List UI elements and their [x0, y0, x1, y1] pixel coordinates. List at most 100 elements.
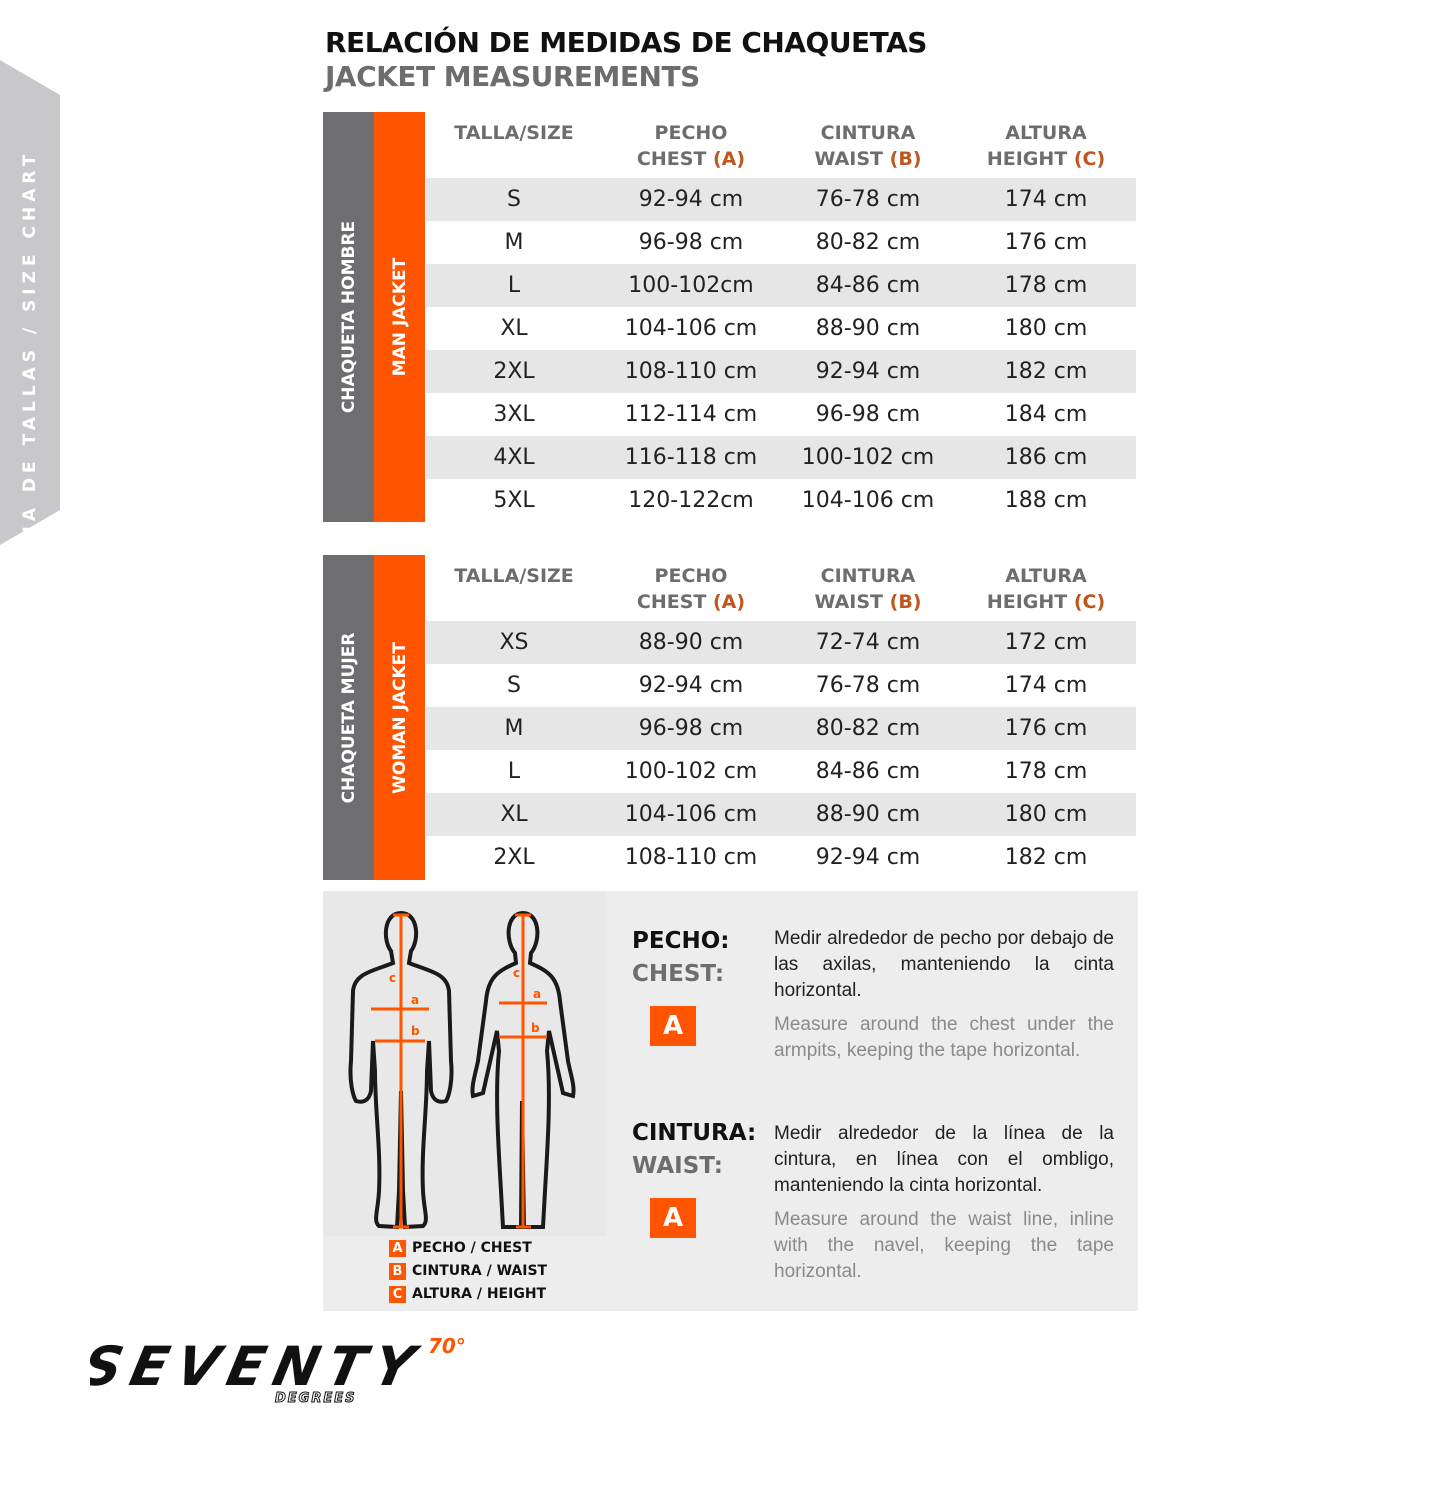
- column-header-text: PECHO: [654, 565, 728, 587]
- body-figures: c a b c a b: [323, 891, 606, 1236]
- page-subtitle: JACKET MEASUREMENTS: [325, 60, 700, 93]
- column-header-text: (C): [1073, 591, 1106, 613]
- cell-size: L: [507, 273, 521, 298]
- waist-text-en: Measure around the waist line, inline wi…: [774, 1209, 1114, 1282]
- man-measure-lines: [371, 913, 429, 1229]
- table-row: XL 104-106 cm 88-90 cm 180 cm: [426, 307, 1136, 350]
- cell-waist: 80-82 cm: [815, 716, 921, 741]
- legend-item-chest: A PECHO / CHEST: [389, 1238, 532, 1258]
- brand-logo: SEVENTY DEGREES 70°: [77, 1334, 470, 1409]
- column-header-text: TALLA/SIZE: [454, 565, 574, 587]
- man-size-table: CHAQUETA HOMBRE MAN JACKET TALLA/SIZE PEC…: [323, 112, 1136, 522]
- chest-label-en: CHEST:: [632, 961, 725, 987]
- legend-badge: A: [389, 1239, 406, 1257]
- cell-waist: 84-86 cm: [815, 273, 921, 298]
- column-header-text: TALLA/SIZE: [454, 122, 574, 144]
- cell-size: S: [507, 187, 521, 212]
- mark-a-man: a: [411, 993, 420, 1007]
- column-header-text: CINTURA: [820, 565, 916, 587]
- cell-size: XS: [499, 630, 529, 655]
- legend-badge: B: [389, 1262, 406, 1280]
- mark-a-woman: a: [533, 987, 542, 1001]
- table-row: 2XL 108-110 cm 92-94 cm 182 cm: [426, 350, 1136, 393]
- cell-size: L: [507, 759, 521, 784]
- waist-text-es: Medir alrededor de la línea de la cintur…: [774, 1123, 1114, 1196]
- table-row: S 92-94 cm 76-78 cm 174 cm: [426, 178, 1136, 221]
- column-header-text: (A): [713, 148, 746, 170]
- waist-badge: A: [650, 1198, 696, 1238]
- table-row: L 100-102 cm 84-86 cm 178 cm: [426, 750, 1136, 793]
- cell-height: 188 cm: [1004, 488, 1088, 513]
- cell-waist: 104-106 cm: [801, 488, 935, 513]
- logo-subtext: DEGREES: [275, 1391, 356, 1405]
- cell-height: 186 cm: [1004, 445, 1088, 470]
- cell-chest: 112-114 cm: [624, 402, 758, 427]
- column-header-waist: CINTURA WAIST (B): [780, 120, 957, 172]
- cell-size: XL: [500, 316, 528, 341]
- column-header-chest: PECHO CHEST (A): [603, 563, 780, 615]
- group-label-en: MAN JACKET: [389, 257, 410, 377]
- cell-chest: 104-106 cm: [624, 802, 758, 827]
- group-label-bar-accent: MAN JACKET: [374, 112, 425, 522]
- chest-label-es: PECHO:: [632, 928, 730, 954]
- group-label-bar-accent: WOMAN JACKET: [374, 555, 425, 880]
- waist-instructions: Medir alrededor de la línea de la cintur…: [774, 1121, 1114, 1285]
- cell-height: 176 cm: [1004, 716, 1088, 741]
- cell-height: 174 cm: [1004, 187, 1088, 212]
- cell-waist: 92-94 cm: [815, 845, 921, 870]
- table-row: 5XL 120-122cm 104-106 cm 188 cm: [426, 479, 1136, 522]
- cell-size: 2XL: [493, 845, 535, 870]
- table-header: TALLA/SIZE PECHO CHEST (A) CINTURA WAIST (B)…: [426, 555, 1136, 621]
- cell-chest: 100-102 cm: [624, 759, 758, 784]
- waist-label: CINTURA: WAIST:: [632, 1117, 756, 1183]
- cell-size: 4XL: [493, 445, 535, 470]
- seventy-degrees-logo: SEVENTY DEGREES 70°: [77, 1334, 466, 1407]
- side-tab-label: GUIA DE TALLAS / SIZE CHART: [20, 149, 40, 571]
- cell-chest: 88-90 cm: [638, 630, 744, 655]
- column-header-text: WAIST: [814, 591, 884, 613]
- legend-label: PECHO / CHEST: [412, 1240, 532, 1256]
- cell-chest: 120-122cm: [628, 488, 754, 513]
- column-header-text: HEIGHT: [986, 148, 1068, 170]
- cell-size: XL: [500, 802, 528, 827]
- column-header-text: WAIST: [814, 148, 884, 170]
- group-label-es: CHAQUETA HOMBRE: [338, 220, 359, 414]
- column-header-text: (B): [889, 591, 922, 613]
- table-header: TALLA/SIZE PECHO CHEST (A) CINTURA WAIST (B)…: [426, 112, 1136, 178]
- cell-chest: 92-94 cm: [638, 673, 744, 698]
- mark-c-woman: c: [513, 966, 521, 980]
- cell-waist: 100-102 cm: [801, 445, 935, 470]
- cell-height: 180 cm: [1004, 316, 1088, 341]
- column-header-size: TALLA/SIZE: [426, 120, 603, 146]
- mark-b-man: b: [411, 1024, 420, 1038]
- cell-height: 182 cm: [1004, 845, 1088, 870]
- cell-size: 2XL: [493, 359, 535, 384]
- cell-chest: 96-98 cm: [638, 716, 744, 741]
- cell-waist: 92-94 cm: [815, 359, 921, 384]
- table-row: 3XL 112-114 cm 96-98 cm 184 cm: [426, 393, 1136, 436]
- cell-size: S: [507, 673, 521, 698]
- cell-size: M: [504, 716, 524, 741]
- column-header-text: (B): [889, 148, 922, 170]
- cell-waist: 88-90 cm: [815, 802, 921, 827]
- cell-chest: 108-110 cm: [624, 845, 758, 870]
- chest-label: PECHO: CHEST:: [632, 925, 729, 991]
- cell-height: 178 cm: [1004, 273, 1088, 298]
- cell-waist: 84-86 cm: [815, 759, 921, 784]
- cell-size: 5XL: [493, 488, 535, 513]
- group-label-bar: CHAQUETA MUJER: [323, 555, 374, 880]
- group-label-en: WOMAN JACKET: [389, 641, 410, 794]
- cell-waist: 76-78 cm: [815, 673, 921, 698]
- table-row: 2XL 108-110 cm 92-94 cm 182 cm: [426, 836, 1136, 879]
- legend-item-waist: B CINTURA / WAIST: [389, 1261, 547, 1281]
- cell-height: 172 cm: [1004, 630, 1088, 655]
- woman-measure-lines: [499, 913, 547, 1229]
- table-row: 4XL 116-118 cm 100-102 cm 186 cm: [426, 436, 1136, 479]
- legend-label: ALTURA / HEIGHT: [412, 1286, 547, 1302]
- cell-chest: 104-106 cm: [624, 316, 758, 341]
- side-tab: GUIA DE TALLAS / SIZE CHART: [0, 60, 60, 570]
- cell-chest: 108-110 cm: [624, 359, 758, 384]
- waist-label-en: WAIST:: [632, 1153, 723, 1179]
- group-label-bar: CHAQUETA HOMBRE: [323, 112, 374, 522]
- table-row: M 96-98 cm 80-82 cm 176 cm: [426, 707, 1136, 750]
